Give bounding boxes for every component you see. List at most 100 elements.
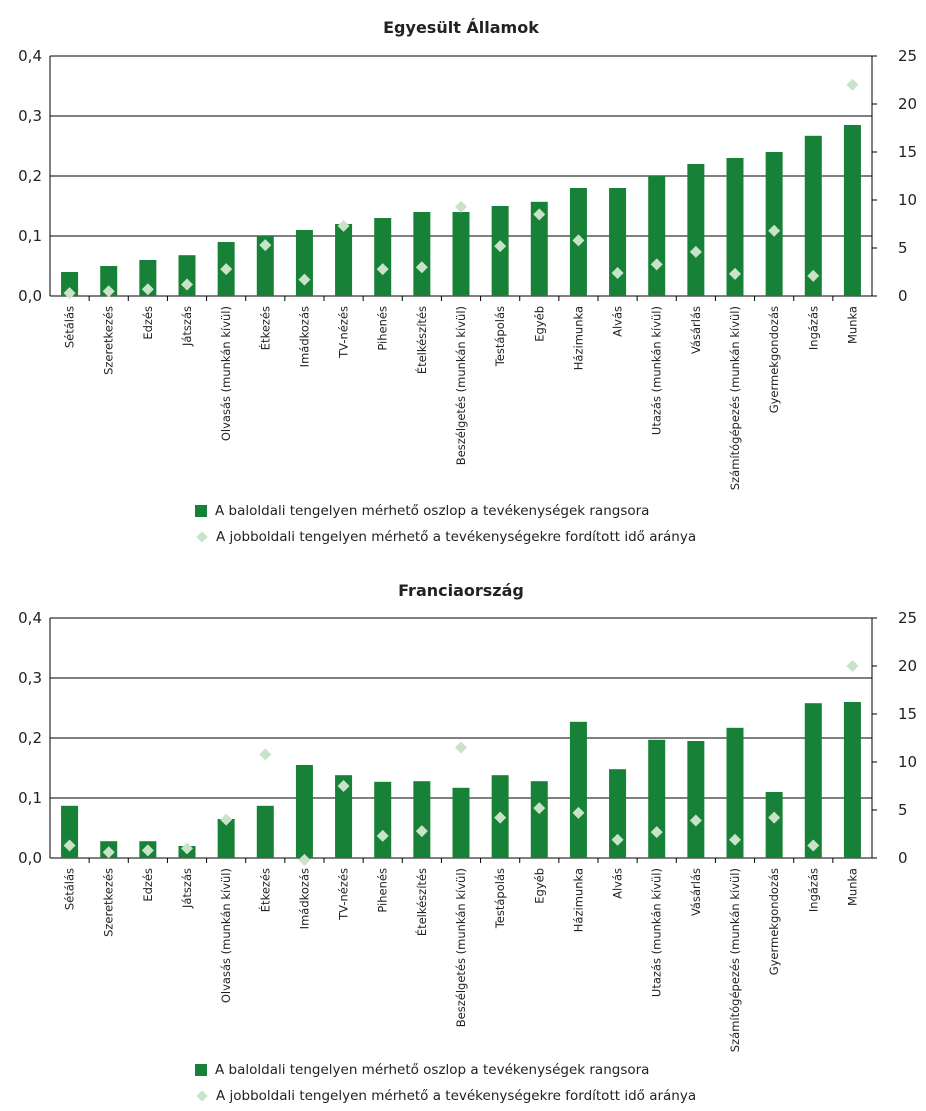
x-tick-label: Gyermekgondozás	[767, 868, 781, 975]
bar	[413, 212, 431, 296]
diamond-point	[455, 741, 467, 754]
x-tick-label: Étkezés	[257, 868, 272, 912]
legend-bar-swatch	[195, 1064, 207, 1076]
legend-us: A baloldali tengelyen mérhető oszlop a t…	[195, 498, 696, 550]
diamond-point	[533, 802, 546, 815]
diamond-point	[729, 833, 741, 846]
x-tick-label: Gyermekgondozás	[767, 306, 781, 413]
diamond-point	[181, 278, 193, 291]
bar	[139, 260, 157, 296]
bar	[374, 781, 392, 858]
diamond-point	[572, 806, 585, 819]
x-tick-label: TV-nézés	[337, 868, 351, 921]
x-tick-label: Imádkozás	[297, 306, 311, 367]
diamond-point	[181, 842, 193, 855]
diamond-point	[415, 261, 428, 274]
legend-diamond-swatch	[196, 1090, 208, 1102]
y-tick-right: 20	[898, 657, 917, 675]
bar	[61, 272, 79, 296]
chart-title: Franciaország	[398, 581, 524, 600]
legend-bar-swatch	[195, 505, 207, 517]
x-tick-label: Ingázás	[806, 306, 820, 350]
x-tick-label: Ételkészítés	[414, 306, 429, 374]
y-tick-left: 0,2	[18, 729, 42, 747]
x-tick-label: Pihenés	[376, 306, 390, 351]
x-tick-label: Játszás	[180, 306, 194, 347]
diamond-point	[807, 839, 820, 852]
diamond-point	[298, 853, 311, 866]
legend-diamond-swatch	[196, 531, 208, 543]
x-tick-label: Olvasás (munkán kívül)	[219, 306, 233, 441]
diamond-point	[259, 239, 272, 252]
chart-us: Egyesült Államok 0,0 0,1 0,2 0,3 0,4 0 5 10 15 20 2…	[18, 18, 917, 490]
diamond-point	[494, 811, 507, 824]
bar	[295, 230, 313, 296]
diamond-point	[807, 269, 820, 282]
bar	[843, 702, 861, 858]
bar	[335, 775, 353, 858]
bar	[413, 781, 431, 858]
x-tick-label: Egyéb	[532, 306, 546, 342]
x-tick-label: Testápolás	[493, 868, 507, 929]
y-tick-right: 10	[898, 191, 917, 209]
diamond-point	[376, 829, 389, 842]
bar	[765, 792, 783, 858]
x-tick-label: Számítógépezés (munkán kívül)	[728, 868, 742, 1052]
bar	[765, 152, 783, 296]
diamond-point	[846, 78, 859, 91]
diamond-point	[220, 813, 233, 826]
diamond-point	[650, 826, 663, 839]
y-tick-left: 0,3	[18, 107, 42, 125]
bar	[609, 188, 627, 296]
legend-item-bar: A baloldali tengelyen mérhető oszlop a t…	[195, 498, 696, 524]
x-tick-label: Edzés	[141, 306, 155, 340]
y-tick-right: 5	[898, 801, 908, 819]
diamond-point	[611, 833, 624, 846]
legend-fr: A baloldali tengelyen mérhető oszlop a t…	[195, 1057, 696, 1109]
chart-panel-fr: Franciaország 0,0 0,1 0,2 0,3 0,4 0 5 10 15 20 25 Sé…	[0, 562, 926, 1111]
diamond-point	[729, 267, 741, 280]
x-tick-label: Alvás	[611, 306, 625, 337]
y-tick-left: 0,0	[18, 287, 42, 305]
bar	[335, 224, 353, 296]
x-tick-label: Beszélgetés (munkán kívül)	[454, 868, 468, 1027]
diamond-point	[376, 263, 389, 276]
y-tick-left: 0,3	[18, 669, 42, 687]
y-tick-left: 0,2	[18, 167, 42, 185]
x-tick-label: Testápolás	[493, 306, 507, 367]
x-tick-label: Házimunka	[571, 306, 585, 370]
chart-title: Egyesült Államok	[383, 18, 539, 37]
diamond-point	[455, 200, 467, 213]
x-tick-label: Sétálás	[63, 868, 77, 910]
bar	[452, 212, 470, 296]
chart-fr: Franciaország 0,0 0,1 0,2 0,3 0,4 0 5 10 15 20 25 Sé…	[18, 581, 917, 1052]
diamond-point	[533, 208, 546, 221]
diamond-point	[337, 780, 350, 792]
x-tick-label: Vásárlás	[689, 868, 703, 916]
y-tick-left: 0,4	[18, 47, 42, 65]
bar	[295, 765, 313, 858]
x-tick-label: Házimunka	[571, 868, 585, 932]
x-tick-label: Számítógépezés (munkán kívül)	[728, 306, 742, 490]
diamond-point	[220, 263, 233, 276]
diamond-point	[141, 844, 154, 857]
diamond-point	[102, 846, 115, 859]
diamond-point	[689, 814, 702, 827]
diamond-point	[63, 287, 76, 300]
y-tick-left: 0,4	[18, 609, 42, 627]
y-tick-right: 15	[898, 143, 917, 161]
bar	[687, 164, 705, 296]
x-tick-label: Ingázás	[806, 868, 820, 912]
diamond-point	[650, 258, 663, 271]
diamond-point	[689, 245, 702, 258]
diamond-point	[259, 748, 272, 761]
legend-item-bar: A baloldali tengelyen mérhető oszlop a t…	[195, 1057, 696, 1083]
bar	[217, 819, 235, 858]
x-tick-label: Vásárlás	[689, 306, 703, 354]
y-tick-right: 5	[898, 239, 908, 257]
bar	[256, 236, 274, 296]
y-tick-right: 15	[898, 705, 917, 723]
diamond-point	[572, 234, 585, 247]
bar	[687, 741, 705, 858]
bar	[648, 739, 666, 858]
